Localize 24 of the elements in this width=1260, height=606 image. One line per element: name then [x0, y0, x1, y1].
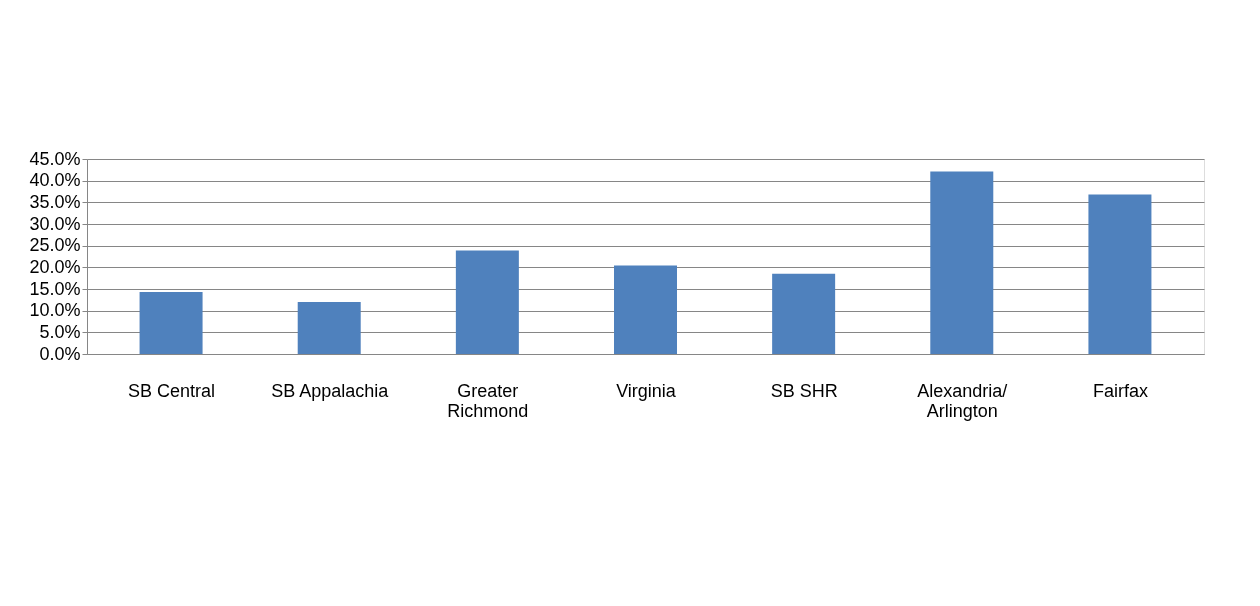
- y-tick-label: 35.0%: [29, 191, 81, 212]
- y-tick-label: 45.0%: [29, 148, 81, 169]
- y-tick-label: 0.0%: [39, 343, 81, 364]
- x-tick-label: SB Appalachia: [271, 380, 390, 401]
- y-tick-label: 25.0%: [29, 235, 81, 256]
- bar: [1088, 194, 1152, 354]
- y-tick-label: 15.0%: [29, 278, 81, 299]
- bar: [614, 265, 677, 354]
- bar: [455, 250, 519, 354]
- y-tick-label: 40.0%: [29, 170, 81, 191]
- x-tick-label: SB Central: [128, 380, 216, 401]
- x-tick-label: Greater Richmond: [447, 380, 529, 421]
- y-tick-label: 20.0%: [29, 256, 81, 277]
- bar: [139, 292, 203, 354]
- bar: [772, 273, 836, 354]
- bar: [930, 171, 994, 354]
- y-tick-label: 10.0%: [29, 300, 81, 321]
- y-tick-label: 5.0%: [39, 321, 81, 342]
- x-tick-label: Alexandria/ Arlington: [917, 380, 1008, 421]
- bar: [297, 302, 361, 354]
- x-tick-label: Fairfax: [1092, 380, 1148, 401]
- x-tick-label: SB SHR: [770, 380, 838, 401]
- x-tick-label: Virginia: [616, 380, 677, 401]
- y-tick-label: 30.0%: [29, 213, 81, 234]
